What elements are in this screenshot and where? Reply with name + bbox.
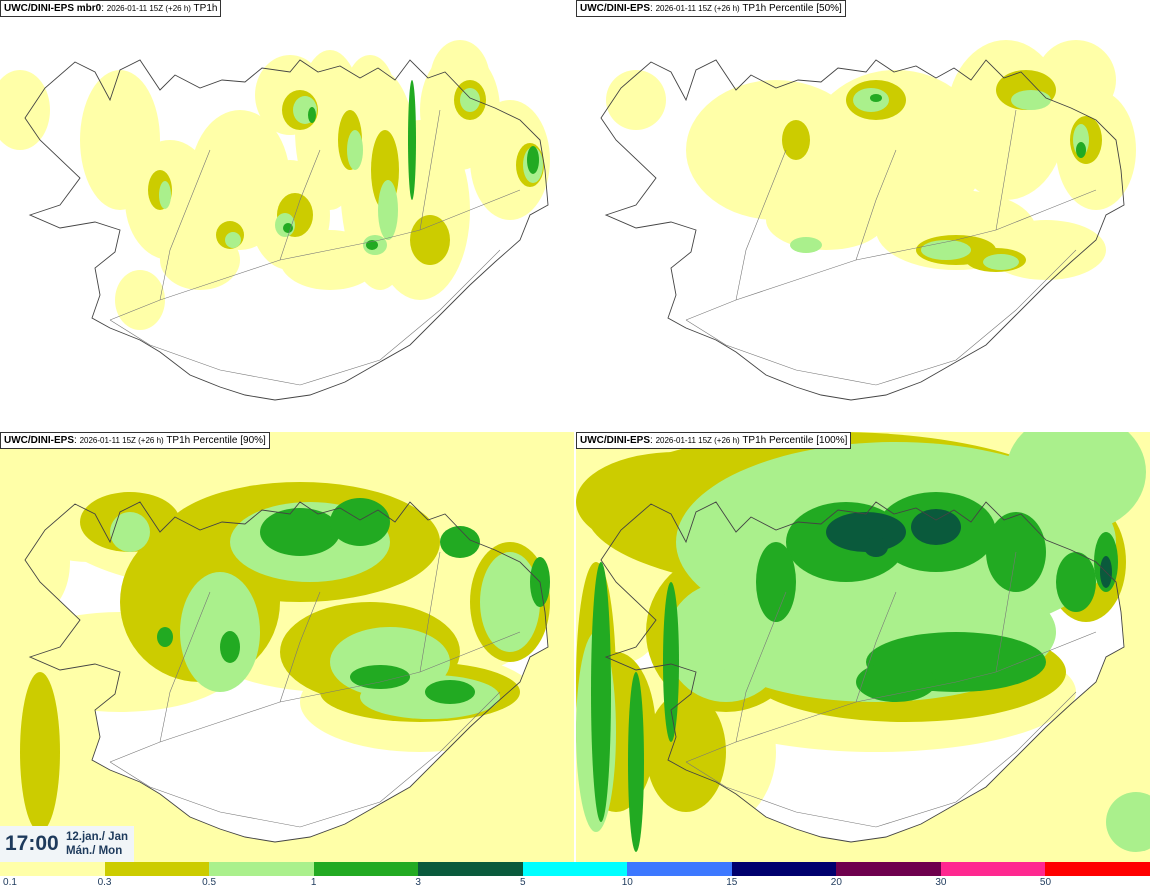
colorbar-label: 50 <box>1039 877 1052 888</box>
colorbar-swatch <box>1045 862 1150 876</box>
colorbar-label: 15 <box>726 877 738 888</box>
precipitation-area <box>856 662 936 702</box>
precipitation-area <box>1056 552 1096 612</box>
precipitation-area <box>646 692 726 812</box>
panel-title: UWC/DINI-EPS: 2026-01-11 15Z (+26 h) TP1… <box>576 0 846 17</box>
precipitation-area <box>756 542 796 622</box>
precipitation-area <box>628 672 644 852</box>
precipitation-area <box>425 680 475 704</box>
colorbar-swatch <box>627 862 732 876</box>
coastline <box>600 59 1125 401</box>
colorbar-label: 1 <box>310 877 317 888</box>
precipitation-area <box>410 215 450 265</box>
precipitation-area <box>921 240 971 260</box>
colorbar-swatch <box>731 862 837 876</box>
colorbar-swatch <box>209 862 314 876</box>
precipitation-area <box>790 237 822 253</box>
precipitation-area <box>225 232 241 248</box>
precipitation-area <box>347 130 363 170</box>
valid-time-box: 17:00 12.jan./ Jan Mán./ Mon <box>0 826 134 862</box>
map-panel-p50: UWC/DINI-EPS: 2026-01-11 15Z (+26 h) TP1… <box>576 0 1150 430</box>
precipitation-area <box>408 80 416 200</box>
precipitation-area <box>864 537 888 557</box>
precipitation-area <box>220 631 240 663</box>
precipitation-area <box>1106 792 1150 852</box>
precipitation-area <box>1036 40 1116 120</box>
precipitation-area <box>460 88 480 112</box>
panel-divider <box>0 430 1150 432</box>
precipitation-area <box>1076 142 1086 158</box>
precipitation-area <box>110 512 150 552</box>
map-panel-p90: UWC/DINI-EPS: 2026-01-11 15Z (+26 h) TP1… <box>0 432 574 862</box>
road-network <box>685 551 1097 828</box>
colorbar-label: 10 <box>621 877 633 888</box>
precipitation-area <box>766 190 886 250</box>
precipitation-area <box>10 512 70 612</box>
panel-title: UWC/DINI-EPS: 2026-01-11 15Z (+26 h) TP1… <box>576 432 852 449</box>
colorbar-label: 0.3 <box>97 877 112 888</box>
precipitation-area <box>20 672 60 832</box>
precipitation-area <box>283 223 293 233</box>
precipitation-area <box>160 230 240 290</box>
precipitation-map <box>0 432 574 862</box>
colorbar-label: 30 <box>935 877 947 888</box>
colorbar-swatch <box>0 862 105 876</box>
precipitation-area <box>0 70 50 150</box>
precipitation-area <box>378 180 398 240</box>
precipitation-area <box>606 70 666 130</box>
colorbar-labels: 0.1 0.3 0.5 1 3 5 10 15 20 30 50 <box>0 876 1150 891</box>
colorbar-swatch <box>418 862 523 876</box>
precipitation-area <box>280 230 380 290</box>
road-network <box>685 109 1097 386</box>
panel-title: UWC/DINI-EPS mbr0: 2026-01-11 15Z (+26 h… <box>0 0 222 17</box>
panel-title: UWC/DINI-EPS: 2026-01-11 15Z (+26 h) TP1… <box>0 432 270 449</box>
precipitation-map <box>0 0 574 430</box>
precipitation-area <box>1011 90 1051 110</box>
colorbar-label: 3 <box>415 877 421 888</box>
map-panel-p100: UWC/DINI-EPS: 2026-01-11 15Z (+26 h) TP1… <box>576 432 1150 862</box>
valid-time: 17:00 <box>5 832 59 855</box>
colorbar-swatch <box>836 862 941 876</box>
precipitation-area <box>157 627 173 647</box>
precipitation-area <box>308 107 316 123</box>
precipitation-area <box>345 55 395 135</box>
precipitation-area <box>440 526 480 558</box>
colorbar-swatch <box>940 862 1046 876</box>
precipitation-area <box>480 552 540 652</box>
map-panel-mbr0: UWC/DINI-EPS mbr0: 2026-01-11 15Z (+26 h… <box>0 0 574 430</box>
precipitation-colorbar <box>0 862 1150 876</box>
precipitation-map <box>576 0 1150 430</box>
precipitation-area <box>527 146 539 174</box>
precipitation-area <box>782 120 810 160</box>
precipitation-area <box>870 94 882 102</box>
precipitation-area <box>330 498 390 546</box>
road-network <box>109 109 521 386</box>
precipitation-area <box>180 572 260 692</box>
colorbar-swatch <box>104 862 210 876</box>
precipitation-area <box>1006 432 1146 532</box>
precipitation-area <box>591 562 611 822</box>
precipitation-area <box>159 181 171 209</box>
precipitation-map <box>576 432 1150 862</box>
precipitation-area <box>663 582 679 742</box>
colorbar-swatch <box>522 862 628 876</box>
precipitation-area <box>983 254 1019 270</box>
road-network <box>109 551 521 828</box>
colorbar-label: 20 <box>830 877 842 888</box>
precipitation-area <box>115 270 165 330</box>
colorbar-swatch <box>313 862 419 876</box>
coastline <box>600 501 1125 843</box>
valid-date: 12.jan./ Jan Mán./ Mon <box>66 830 128 858</box>
precipitation-area <box>911 509 961 545</box>
precipitation-area <box>260 508 340 556</box>
colorbar-label: 0.1 <box>3 877 17 888</box>
valid-date-line: 12.jan./ Jan <box>66 831 129 843</box>
valid-weekday-line: Mán./ Mon <box>66 845 123 857</box>
coastline <box>24 59 549 401</box>
colorbar-label: 5 <box>519 877 526 888</box>
colorbar-label: 0.5 <box>202 877 217 888</box>
precipitation-area <box>350 665 410 689</box>
coastline <box>24 501 549 843</box>
